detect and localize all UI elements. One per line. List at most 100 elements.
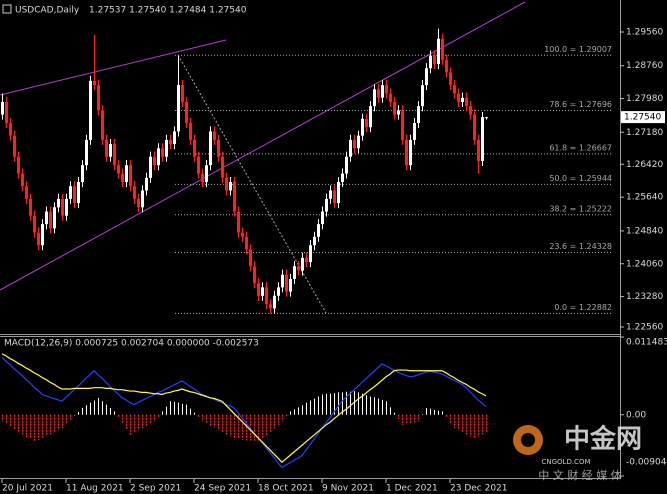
candle-body <box>21 173 24 187</box>
y-tick-label: 1.25640 <box>626 193 663 203</box>
candle-body <box>441 38 444 60</box>
candle-body <box>461 97 464 102</box>
candle-body <box>389 93 392 102</box>
candle-body <box>341 173 344 183</box>
candle-body <box>73 186 76 204</box>
candle-body <box>393 101 396 115</box>
candle-body <box>377 89 380 98</box>
x-tick-label: 20 Jul 2021 <box>2 484 53 494</box>
fib-label: 61.8 = 1.26667 <box>549 143 612 152</box>
candle-body <box>61 198 64 216</box>
candle-body <box>173 131 176 145</box>
candle-body <box>41 224 44 246</box>
candle-body <box>329 190 332 199</box>
candle-body <box>81 165 84 183</box>
candle-body <box>57 198 60 208</box>
candle-body <box>253 266 256 284</box>
candle-body <box>445 59 448 73</box>
fib-label: 78.6 = 1.27696 <box>549 100 612 109</box>
candle-body <box>5 101 8 124</box>
candle-body <box>121 173 124 183</box>
candle-body <box>125 165 128 183</box>
candle-body <box>357 135 360 149</box>
candle-body <box>313 236 316 246</box>
candle-body <box>353 139 356 149</box>
candle-body <box>65 198 68 216</box>
candle-body <box>237 211 240 233</box>
y-tick-label: 1.27180 <box>626 128 663 138</box>
candle-body <box>221 156 224 178</box>
header: USDCAD,Daily 1.27537 1.27540 1.27484 1.2… <box>2 4 259 349</box>
candle-body <box>169 139 172 145</box>
candle-body <box>177 85 180 132</box>
candle-body <box>233 182 236 212</box>
candle-body <box>9 123 12 136</box>
candle-body <box>245 236 248 250</box>
indicator-line <box>1 356 487 469</box>
y-tick-label: 1.26420 <box>626 160 663 170</box>
candle-body <box>401 110 404 140</box>
candle-body <box>1 101 4 115</box>
candle-body <box>433 55 436 65</box>
candle-body <box>157 148 160 166</box>
quote: 1.27537 1.27540 1.27484 1.27540 <box>89 6 247 16</box>
fib-trend-line <box>177 54 327 314</box>
candle-body <box>417 106 420 124</box>
candle-body <box>301 257 304 271</box>
candle-body <box>453 85 456 94</box>
x-tick-label: 9 Nov 2021 <box>322 484 374 494</box>
candle-body <box>181 85 184 102</box>
y-tick-label: 0.011483 <box>626 338 667 348</box>
candle-body <box>365 118 368 128</box>
candle-body <box>281 274 284 288</box>
candle-body <box>53 207 56 229</box>
candle-body <box>149 156 152 178</box>
y-tick-label: 1.27980 <box>626 94 663 104</box>
y-tick-label: 0.00 <box>626 410 646 420</box>
candle-body <box>397 110 400 115</box>
candle-body <box>17 156 20 174</box>
candle-body <box>129 165 132 187</box>
candle-body <box>337 182 340 204</box>
indicator-title: MACD(12,26,9) 0.000725 0.002704 0.000000… <box>4 339 259 349</box>
indicator-line <box>1 353 487 463</box>
candle-body <box>425 68 428 86</box>
candle-body <box>153 156 156 166</box>
fib-label: 50.0 = 1.25944 <box>549 174 612 183</box>
candle-body <box>185 101 188 124</box>
candle-body <box>225 177 228 191</box>
y-tick-label: 1.23280 <box>626 292 663 302</box>
y-tick-label: 1.24840 <box>626 226 663 236</box>
candle-body <box>33 215 36 233</box>
candle-body <box>137 198 140 208</box>
candle-body <box>369 106 372 128</box>
watermark: 中金网 CNGOLD.COM 中 文 财 经 媒 体 <box>513 424 642 482</box>
candle-body <box>477 139 480 161</box>
candle-body <box>141 190 144 208</box>
candle-body <box>473 114 476 140</box>
candle-body <box>229 182 232 191</box>
candle-body <box>77 182 80 204</box>
candle-body <box>465 97 468 107</box>
candle-body <box>193 139 196 157</box>
candle-body <box>93 80 96 86</box>
fib-label: 100.0 = 1.29007 <box>544 45 612 54</box>
y-tick-label: 1.22560 <box>626 322 663 332</box>
candle-body <box>197 156 200 174</box>
x-tick-label: 2 Sep 2021 <box>130 484 181 494</box>
candle-body <box>241 232 244 237</box>
fib-label: 38.2 = 1.25222 <box>549 204 612 213</box>
brand: 中金网 <box>564 424 642 455</box>
symbol-icon <box>2 4 12 14</box>
candle-body <box>25 186 28 199</box>
candle-body <box>257 283 260 296</box>
candle-body <box>49 211 52 229</box>
candle-body <box>385 85 388 94</box>
x-tick-label: 11 Aug 2021 <box>66 484 124 494</box>
x-tick-label: 24 Sep 2021 <box>194 484 251 494</box>
candle-body <box>317 224 320 237</box>
candle-body <box>217 139 220 157</box>
candle-body <box>145 177 148 191</box>
